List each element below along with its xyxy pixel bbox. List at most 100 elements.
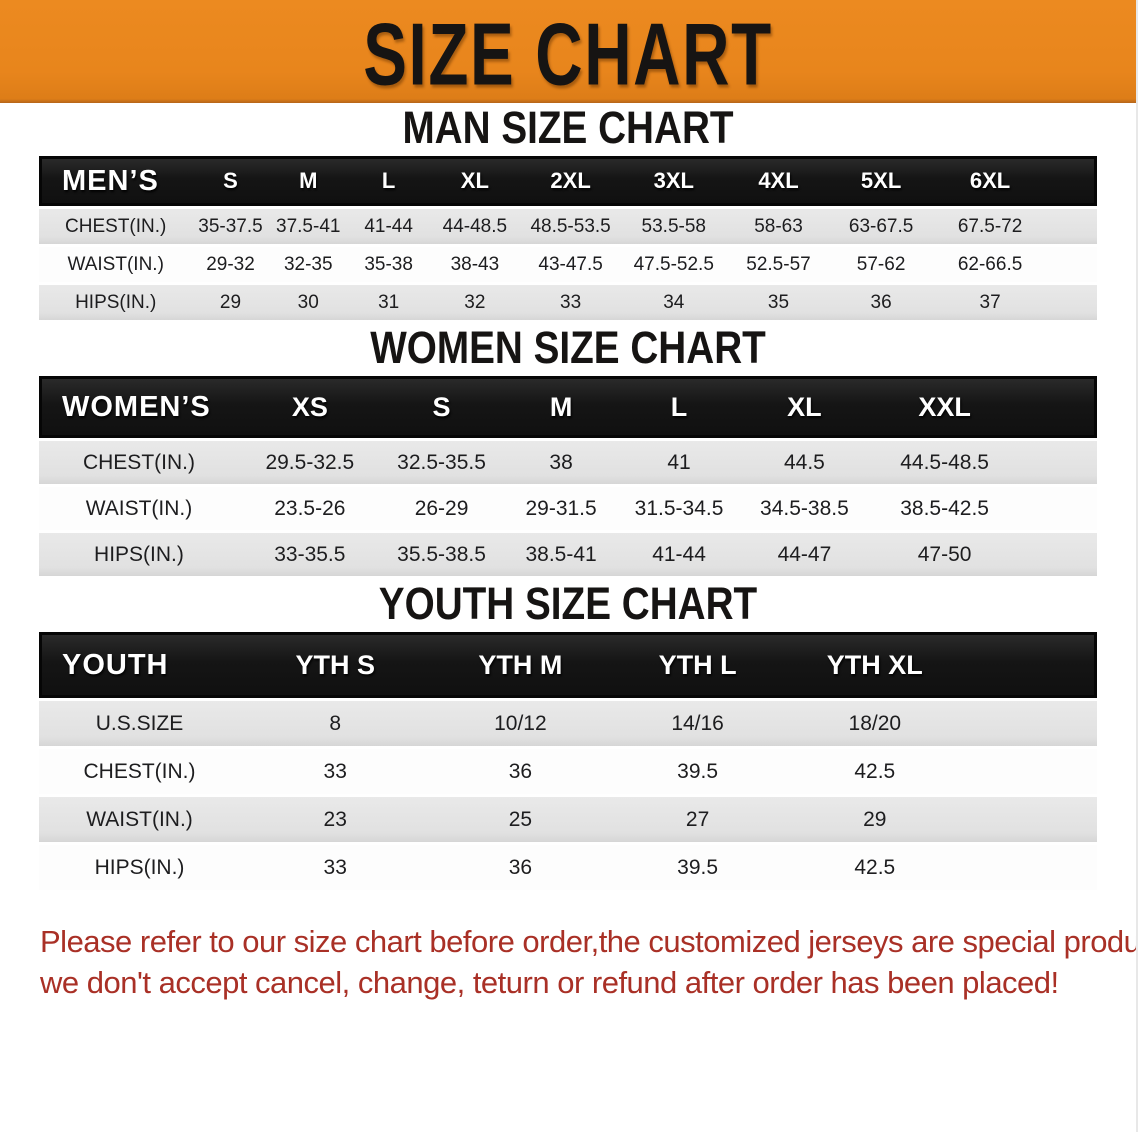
value-cell: 35-37.5: [192, 209, 269, 244]
women-section-heading: WOMEN SIZE CHART: [370, 322, 766, 373]
filler-cell: [1048, 156, 1097, 206]
filler-cell: [1018, 533, 1097, 576]
filler-cell: [1048, 247, 1097, 282]
size-header: 3XL: [620, 156, 727, 206]
value-cell: 33-35.5: [238, 533, 381, 576]
size-header: XL: [429, 156, 521, 206]
value-cell: 39.5: [610, 749, 785, 794]
size-header: 4XL: [726, 156, 831, 206]
value-cell: 38.5-42.5: [870, 487, 1019, 530]
men-table-label: MEN’S: [39, 156, 193, 206]
men-section-heading: MAN SIZE CHART: [402, 102, 734, 153]
value-cell: 41-44: [619, 533, 739, 576]
measurement-row: HIPS(IN.) 33 36 39.5 42.5: [39, 845, 1097, 890]
value-cell: 32.5-35.5: [380, 441, 503, 484]
value-cell: 39.5: [610, 845, 785, 890]
value-cell: 29-32: [192, 247, 269, 282]
value-cell: 34: [620, 285, 727, 320]
row-label: U.S.SIZE: [39, 701, 241, 746]
size-header: XL: [738, 376, 871, 438]
size-header: 5XL: [830, 156, 932, 206]
size-header: YTH M: [430, 632, 611, 698]
row-label: WAIST(IN.): [39, 247, 193, 282]
value-cell: 32-35: [268, 247, 348, 282]
value-cell: 38-43: [429, 247, 521, 282]
row-label: CHEST(IN.): [39, 209, 193, 244]
banner: SIZE CHART: [0, 0, 1136, 103]
size-header: L: [347, 156, 430, 206]
value-cell: 48.5-53.5: [520, 209, 621, 244]
value-cell: 53.5-58: [620, 209, 727, 244]
value-cell: 23: [240, 797, 431, 842]
women-table-label: WOMEN’S: [39, 376, 239, 438]
size-header: YTH L: [610, 632, 785, 698]
youth-size-table: YOUTH YTH S YTH M YTH L YTH XL U.S.SIZE 8 10/…: [39, 629, 1097, 893]
row-label: HIPS(IN.): [39, 533, 239, 576]
value-cell: 32: [429, 285, 521, 320]
row-label: HIPS(IN.): [39, 845, 241, 890]
youth-header-row: YOUTH YTH S YTH M YTH L YTH XL: [39, 632, 1097, 698]
order-policy-note: Please refer to our size chart before or…: [40, 921, 1136, 1003]
value-cell: 36: [830, 285, 932, 320]
measurement-row: HIPS(IN.) 33-35.5 35.5-38.5 38.5-41 41-44 44-…: [39, 533, 1097, 576]
value-cell: 58-63: [726, 209, 831, 244]
size-header: S: [380, 376, 503, 438]
row-label: CHEST(IN.): [39, 749, 241, 794]
value-cell: 33: [240, 845, 431, 890]
filler-cell: [1018, 376, 1097, 438]
size-header: S: [192, 156, 269, 206]
value-cell: 33: [520, 285, 621, 320]
value-cell: 35-38: [347, 247, 430, 282]
filler-cell: [964, 749, 1097, 794]
women-size-table: WOMEN’S XS S M L XL XXL CHEST(IN.) 29.5-32.5 32…: [39, 373, 1097, 579]
value-cell: 29-31.5: [502, 487, 620, 530]
row-label: CHEST(IN.): [39, 441, 239, 484]
filler-cell: [1048, 209, 1097, 244]
value-cell: 57-62: [830, 247, 932, 282]
value-cell: 35: [726, 285, 831, 320]
value-cell: 37.5-41: [268, 209, 348, 244]
filler-cell: [964, 797, 1097, 842]
value-cell: 18/20: [784, 701, 965, 746]
value-cell: 35.5-38.5: [380, 533, 503, 576]
filler-cell: [1018, 441, 1097, 484]
value-cell: 36: [430, 749, 611, 794]
value-cell: 41: [619, 441, 739, 484]
value-cell: 27: [610, 797, 785, 842]
row-label: WAIST(IN.): [39, 797, 241, 842]
men-header-row: MEN’S S M L XL 2XL 3XL 4XL 5XL 6XL: [39, 156, 1097, 206]
measurement-row: HIPS(IN.) 29 30 31 32 33 34 35 36 37: [39, 285, 1097, 320]
value-cell: 42.5: [784, 845, 965, 890]
value-cell: 44-47: [738, 533, 871, 576]
size-header: XS: [238, 376, 381, 438]
value-cell: 34.5-38.5: [738, 487, 871, 530]
value-cell: 63-67.5: [830, 209, 932, 244]
measurement-row: U.S.SIZE 8 10/12 14/16 18/20: [39, 701, 1097, 746]
filler-cell: [964, 845, 1097, 890]
size-header: M: [268, 156, 348, 206]
measurement-row: WAIST(IN.) 23.5-26 26-29 29-31.5 31.5-34.5 34…: [39, 487, 1097, 530]
men-size-table: MEN’S S M L XL 2XL 3XL 4XL 5XL 6XL CHEST(IN.) 35-…: [39, 153, 1097, 323]
value-cell: 47.5-52.5: [620, 247, 727, 282]
value-cell: 43-47.5: [520, 247, 621, 282]
value-cell: 67.5-72: [931, 209, 1049, 244]
filler-cell: [964, 632, 1097, 698]
measurement-row: WAIST(IN.) 23 25 27 29: [39, 797, 1097, 842]
youth-table-label: YOUTH: [39, 632, 241, 698]
value-cell: 33: [240, 749, 431, 794]
row-label: WAIST(IN.): [39, 487, 239, 530]
size-header: 2XL: [520, 156, 621, 206]
size-header: L: [619, 376, 739, 438]
value-cell: 31.5-34.5: [619, 487, 739, 530]
order-policy-note-line2: we don't accept cancel, change, teturn o…: [40, 965, 1059, 1000]
value-cell: 29: [784, 797, 965, 842]
value-cell: 37: [931, 285, 1049, 320]
value-cell: 29: [192, 285, 269, 320]
row-label: HIPS(IN.): [39, 285, 193, 320]
value-cell: 25: [430, 797, 611, 842]
value-cell: 36: [430, 845, 611, 890]
value-cell: 30: [268, 285, 348, 320]
value-cell: 38.5-41: [502, 533, 620, 576]
filler-cell: [1018, 487, 1097, 530]
